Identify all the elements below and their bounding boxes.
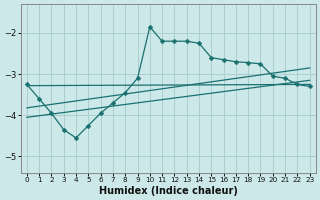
- X-axis label: Humidex (Indice chaleur): Humidex (Indice chaleur): [99, 186, 238, 196]
